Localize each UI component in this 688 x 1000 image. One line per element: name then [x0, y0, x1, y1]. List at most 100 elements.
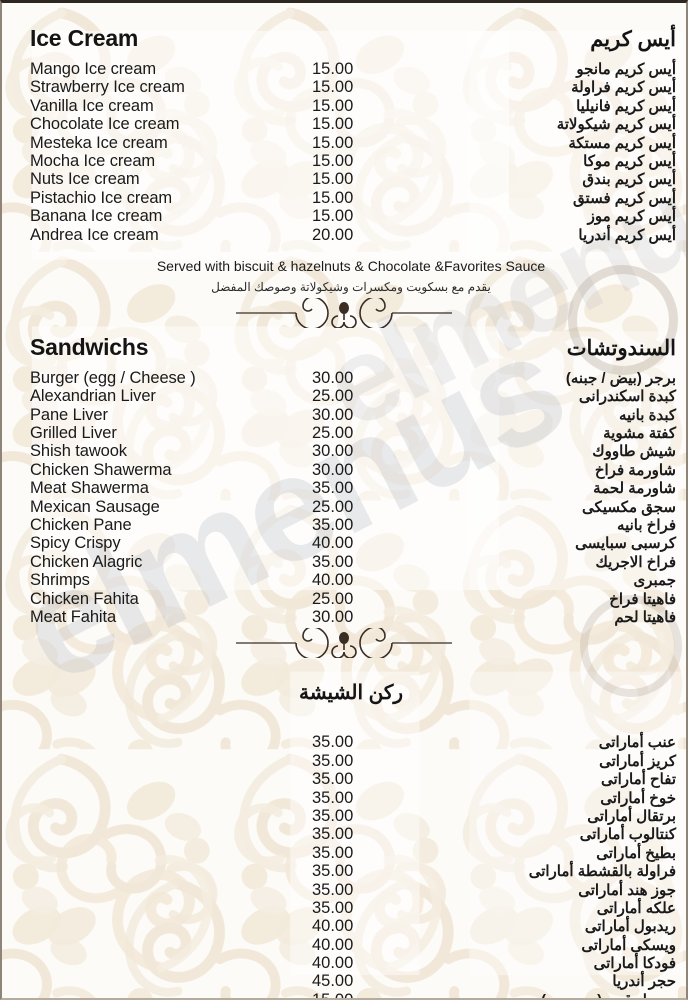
item-name-en: Chocolate Ice cream [30, 115, 180, 134]
item-name-ar: أيس كريم مانجو [576, 61, 676, 78]
menu-row[interactable]: 35.00 خوخ أماراتى [30, 789, 676, 807]
item-name-ar: ويسكى أماراتى [581, 936, 676, 954]
item-price: 40.00 [312, 935, 354, 954]
item-name-ar: فاهيتا لحم [614, 608, 676, 626]
item-price: 35.00 [312, 516, 354, 535]
item-name-ar: شاورمة لحمة [593, 480, 676, 498]
item-name-en: Mocha Ice cream [30, 151, 156, 170]
menu-row[interactable]: Meat Shawerma 35.00 شاورمة لحمة [30, 479, 676, 497]
item-price: 15.00 [312, 60, 354, 78]
menu-row[interactable]: 35.00 كنتالوب أماراتى [30, 825, 676, 843]
menu-row[interactable]: Chicken Fahita 25.00 فاهيتا فراخ [30, 590, 676, 608]
menu-row[interactable]: 40.00 ويسكى أماراتى [30, 936, 676, 954]
item-name-en: Pistachio Ice cream [30, 188, 173, 207]
sandwichs-section-header: Sandwichs السندوتشات [2, 334, 686, 361]
item-price: 35.00 [312, 770, 354, 789]
menu-row[interactable]: Burger (egg / Cheese ) 30.00 برجر (بيض /… [30, 369, 676, 387]
item-price: 35.00 [312, 733, 354, 752]
menu-row[interactable]: Strawberry Ice cream 15.00 أيس كريم فراو… [30, 78, 676, 96]
menu-row[interactable]: Meat Fahita 30.00 فاهيتا لحم [30, 608, 676, 626]
menu-row[interactable]: Chicken Pane 35.00 فراخ بانيه [30, 516, 676, 534]
item-price: 15.00 [312, 207, 354, 226]
item-price: 15.00 [312, 78, 354, 97]
item-price: 35.00 [312, 751, 354, 770]
menu-row[interactable]: 40.00 ريدبول أماراتى [30, 917, 676, 935]
item-name-en: Chicken Alagric [30, 552, 143, 571]
item-name-en: Meat Fahita [30, 607, 117, 626]
menu-row[interactable]: Grilled Liver 25.00 كفتة مشوية [30, 424, 676, 442]
item-name-ar: سجق مكسيكى [582, 498, 676, 516]
menu-row[interactable]: 35.00 بطيخ أماراتى [30, 844, 676, 862]
menu-row[interactable]: Mango Ice cream 15.00 أيس كريم مانجو [30, 60, 676, 78]
menu-row[interactable]: 35.00 فراولة بالقشطة أماراتى [30, 862, 676, 880]
item-name-ar: فراخ الاجريك [595, 553, 676, 571]
shisha-title-ar: ركن الشيشة [298, 682, 404, 705]
item-name-ar: برتقال أماراتى [587, 807, 676, 825]
item-name-ar: أيس كريم موكا [583, 152, 676, 170]
item-name-en: Mango Ice cream [30, 60, 156, 78]
item-price: 25.00 [312, 497, 354, 516]
menu-row[interactable]: Banana Ice cream 15.00 أيس كريم موز [30, 207, 676, 225]
menu-row[interactable]: 35.00 برتقال أماراتى [30, 807, 676, 825]
item-name-ar: شيش طاووك [592, 443, 676, 461]
item-name-en: Banana Ice cream [30, 207, 163, 226]
item-price: 30.00 [312, 607, 354, 626]
item-name-ar: معسل قص ( حجرين ) [404, 991, 676, 998]
menu-row[interactable]: Andrea Ice cream 20.00 أيس كريم أندريا [30, 226, 676, 244]
menu-row[interactable]: Spicy Crispy 40.00 كرسبى سبايسى [30, 534, 676, 552]
menu-row[interactable]: 40.00 فودكا أماراتى [30, 954, 676, 972]
ice-cream-title-en: Ice Cream [30, 25, 139, 51]
item-name-ar: جمبرى [633, 572, 677, 590]
item-price: 15.00 [312, 990, 354, 1000]
menu-row[interactable]: Mexican Sausage 25.00 سجق مكسيكى [30, 498, 676, 516]
menu-row[interactable]: Mesteka Ice cream 15.00 أيس كريم مستكة [30, 134, 676, 152]
item-name-en: Shish tawook [30, 442, 127, 461]
menu-row[interactable]: 35.00 علكه أماراتى [30, 899, 676, 917]
item-name-en: Vanilla Ice cream [30, 96, 154, 115]
item-price: 35.00 [312, 806, 354, 825]
menu-row[interactable]: Shish tawook 30.00 شيش طاووك [30, 442, 676, 460]
menu-row[interactable]: Pistachio Ice cream 15.00 أيس كريم فستق [30, 189, 676, 207]
menu-row[interactable]: 35.00 عنب أماراتى [30, 733, 676, 751]
item-name-en: Chicken Fahita [30, 589, 139, 608]
menu-row[interactable]: Chicken Shawerma 30.00 شاورمة فراخ [30, 461, 676, 479]
item-name-ar: أيس كريم فراولة [571, 79, 676, 97]
item-price: 15.00 [312, 188, 354, 207]
item-name-en: Meat Shawerma [30, 479, 149, 498]
item-name-ar: أيس كريم فانيليا [576, 97, 676, 115]
item-price: 15.00 [312, 170, 354, 189]
ice-cream-item-list: Mango Ice cream 15.00 أيس كريم مانجو Str… [2, 60, 686, 244]
menu-row[interactable]: Pane Liver 30.00 كبدة بانيه [30, 406, 676, 424]
item-name-ar: برجر (بيض / جبنه) [565, 369, 676, 387]
menu-row[interactable]: Nuts Ice cream 15.00 أيس كريم بندق [30, 170, 676, 188]
menu-row[interactable]: 35.00 تفاح أماراتى [30, 770, 676, 788]
item-name-ar: أيس كريم شيكولاتة [556, 116, 676, 134]
item-name-ar: كبدة بانيه [618, 406, 676, 424]
menu-row[interactable]: Vanilla Ice cream 15.00 أيس كريم فانيليا [30, 97, 676, 115]
item-name-en: Spicy Crispy [30, 534, 121, 553]
item-price: 25.00 [312, 424, 354, 443]
menu-row[interactable]: Shrimps 40.00 جمبرى [30, 571, 676, 589]
item-name-ar: أيس كريم موز [587, 208, 676, 226]
menu-row[interactable]: Chocolate Ice cream 15.00 أيس كريم شيكول… [30, 115, 676, 133]
menu-row[interactable]: 45.00 حجر أندريا [30, 972, 676, 990]
item-name-ar: تفاح أماراتى [600, 771, 676, 789]
menu-row[interactable]: Chicken Alagric 35.00 فراخ الاجريك [30, 553, 676, 571]
item-price: 20.00 [312, 225, 354, 244]
shisha-item-list: 35.00 عنب أماراتى 35.00 كريز أماراتى 35.… [2, 733, 686, 1000]
menu-row[interactable]: 35.00 كريز أماراتى [30, 752, 676, 770]
item-price: 45.00 [312, 972, 354, 991]
item-price: 30.00 [312, 368, 354, 387]
item-name-en: Grilled Liver [30, 424, 117, 443]
menu-row[interactable]: Mocha Ice cream 15.00 أيس كريم موكا [30, 152, 676, 170]
menu-row[interactable]: 35.00 جوز هند أماراتى [30, 881, 676, 899]
item-price: 40.00 [312, 954, 354, 973]
menu-row[interactable]: Alexandrian Liver 25.00 كبدة اسكندرانى [30, 387, 676, 405]
item-price: 40.00 [312, 917, 354, 936]
item-price: 35.00 [312, 552, 354, 571]
item-name-en: Shrimps [30, 571, 90, 590]
sandwichs-title-en: Sandwichs [30, 333, 149, 360]
ice-cream-title-ar: أيس كريم [590, 28, 676, 51]
menu-row[interactable]: 15.00 معسل قص ( حجرين ) [30, 990, 676, 1000]
